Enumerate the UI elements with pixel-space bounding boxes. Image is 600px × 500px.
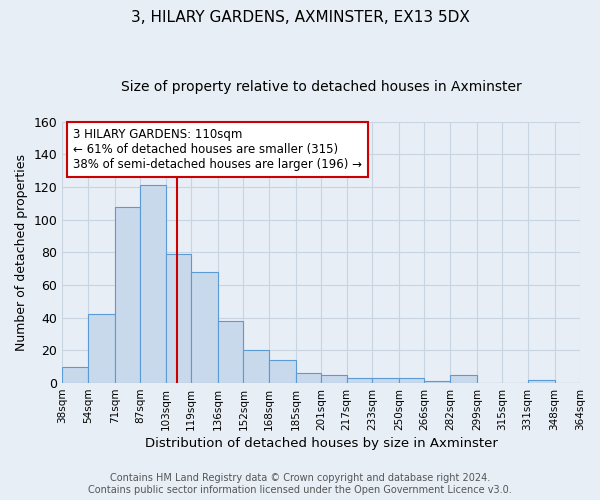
X-axis label: Distribution of detached houses by size in Axminster: Distribution of detached houses by size … bbox=[145, 437, 497, 450]
Bar bbox=[218, 321, 244, 383]
Text: Contains HM Land Registry data © Crown copyright and database right 2024.
Contai: Contains HM Land Registry data © Crown c… bbox=[88, 474, 512, 495]
Bar bbox=[88, 314, 115, 383]
Text: 3, HILARY GARDENS, AXMINSTER, EX13 5DX: 3, HILARY GARDENS, AXMINSTER, EX13 5DX bbox=[131, 10, 469, 25]
Bar bbox=[372, 378, 399, 383]
Bar bbox=[115, 206, 140, 383]
Y-axis label: Number of detached properties: Number of detached properties bbox=[15, 154, 28, 351]
Bar bbox=[527, 380, 554, 383]
Bar bbox=[321, 375, 347, 383]
Title: Size of property relative to detached houses in Axminster: Size of property relative to detached ho… bbox=[121, 80, 521, 94]
Bar bbox=[269, 360, 296, 383]
Text: 3 HILARY GARDENS: 110sqm
← 61% of detached houses are smaller (315)
38% of semi-: 3 HILARY GARDENS: 110sqm ← 61% of detach… bbox=[73, 128, 362, 171]
Bar bbox=[296, 374, 321, 383]
Bar bbox=[191, 272, 218, 383]
Bar bbox=[450, 375, 477, 383]
Bar bbox=[399, 378, 424, 383]
Bar bbox=[347, 378, 372, 383]
Bar bbox=[166, 254, 191, 383]
Bar bbox=[62, 366, 88, 383]
Bar bbox=[244, 350, 269, 383]
Bar bbox=[140, 186, 166, 383]
Bar bbox=[424, 382, 450, 383]
